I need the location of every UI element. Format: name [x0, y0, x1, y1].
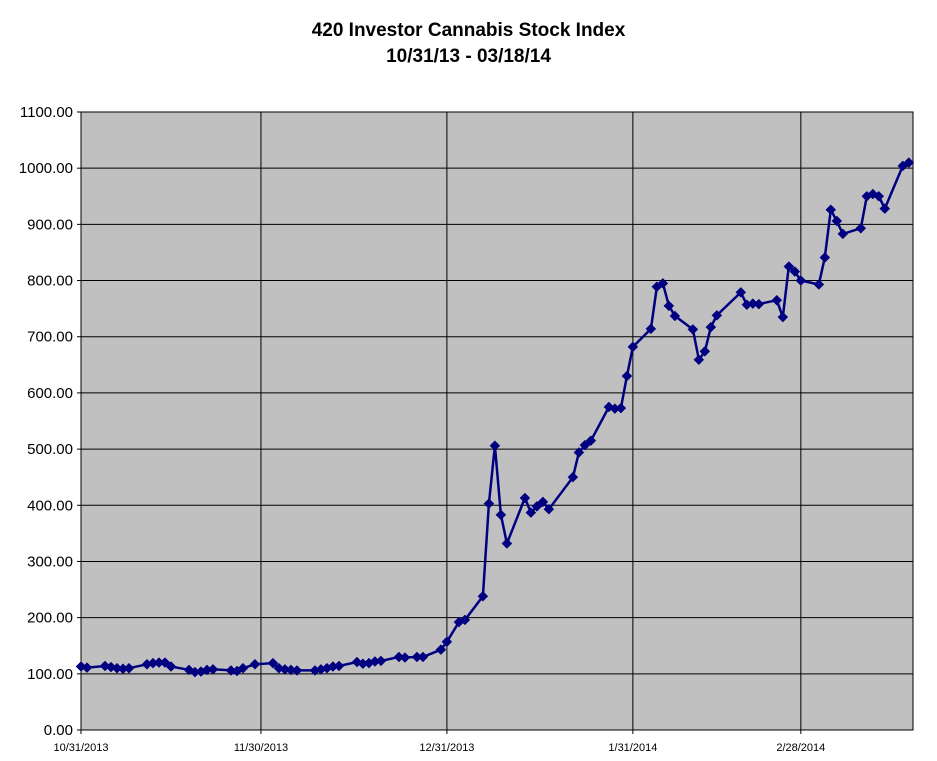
data-point-marker: [459, 614, 471, 626]
data-point-marker: [75, 661, 87, 672]
data-point-marker: [693, 354, 705, 366]
data-point-marker: [291, 665, 303, 676]
data-point-marker: [519, 492, 531, 504]
data-point-marker: [237, 662, 249, 674]
data-point-marker: [873, 190, 885, 202]
data-point-marker: [501, 538, 513, 549]
data-point-marker: [579, 439, 591, 451]
data-point-marker: [711, 310, 723, 321]
y-tick-label: 800.00: [27, 273, 73, 290]
data-point-marker: [789, 266, 801, 277]
data-point-marker: [441, 636, 453, 648]
data-point-marker: [375, 655, 387, 667]
y-tick-label: 400.00: [27, 497, 73, 514]
data-point-marker: [813, 279, 825, 290]
data-point-marker: [165, 661, 177, 672]
data-point-marker: [207, 663, 219, 675]
data-point-marker: [483, 498, 495, 509]
y-tick-label: 1100.00: [20, 104, 73, 121]
data-point-marker: [621, 370, 633, 382]
chart-title: 420 Investor Cannabis Stock Index: [311, 20, 626, 41]
data-point-marker: [525, 507, 537, 518]
y-tick-label: 700.00: [27, 329, 73, 346]
data-point-marker: [615, 402, 627, 414]
x-tick-label: 2/28/2014: [776, 742, 825, 754]
data-point-marker: [267, 657, 279, 669]
chart-subtitle: 10/31/13 - 03/18/14: [386, 46, 551, 67]
y-tick-label: 100.00: [27, 666, 73, 683]
data-point-marker: [627, 341, 639, 353]
data-point-marker: [645, 323, 657, 335]
data-point-marker: [837, 228, 849, 240]
data-point-marker: [735, 286, 747, 298]
y-tick-label: 200.00: [27, 610, 73, 627]
x-tick-label: 12/31/2013: [419, 742, 474, 754]
data-point-marker: [249, 658, 261, 670]
data-point-marker: [159, 657, 171, 668]
y-tick-label: 600.00: [27, 385, 73, 402]
series-markers: [75, 157, 915, 678]
data-point-marker: [567, 471, 579, 483]
x-axis: 10/31/2013 11/30/2013 12/31/2013 1/31/2014 2…: [53, 730, 825, 754]
data-point-marker: [81, 662, 93, 673]
data-point-marker: [819, 252, 831, 263]
data-point-marker: [879, 203, 891, 214]
data-point-marker: [855, 222, 867, 234]
data-point-marker: [417, 651, 429, 663]
data-point-marker: [783, 261, 795, 272]
y-tick-label: 300.00: [27, 553, 73, 570]
data-point-marker: [573, 447, 585, 458]
y-tick-label: 500.00: [27, 441, 73, 458]
y-tick-label: 900.00: [27, 216, 73, 233]
data-point-marker: [489, 440, 501, 452]
data-point-marker: [537, 496, 549, 508]
data-point-marker: [435, 644, 447, 656]
data-point-marker: [603, 401, 615, 413]
data-point-marker: [657, 278, 669, 289]
grid-lines: [81, 111, 913, 730]
data-point-marker: [531, 501, 543, 512]
data-point-marker: [351, 656, 363, 668]
data-point-marker: [99, 660, 111, 672]
data-point-marker: [333, 660, 345, 672]
data-point-marker: [495, 509, 507, 521]
data-point-marker: [903, 157, 915, 168]
data-point-marker: [669, 310, 681, 322]
data-point-marker: [699, 345, 711, 357]
data-point-marker: [585, 435, 597, 447]
data-point-marker: [831, 215, 843, 227]
x-tick-label: 11/30/2013: [234, 742, 288, 754]
data-point-marker: [825, 204, 837, 216]
data-point-marker: [705, 321, 717, 333]
data-point-marker: [777, 311, 789, 323]
plot-area: [80, 111, 914, 731]
x-tick-label: 1/31/2014: [608, 742, 657, 754]
data-point-marker: [795, 275, 807, 286]
data-point-marker: [543, 503, 555, 515]
data-point-marker: [477, 590, 489, 602]
data-point-marker: [663, 300, 675, 312]
data-point-marker: [771, 294, 783, 306]
y-tick-label: 1000.00: [19, 160, 73, 177]
x-tick-label: 10/31/2013: [53, 742, 108, 754]
data-point-marker: [123, 662, 135, 674]
y-tick-label: 0.00: [44, 722, 73, 739]
y-axis: 0.00 100.00 200.00 300.00 400.00 500.00 600.00…: [19, 104, 81, 739]
data-point-marker: [399, 652, 411, 663]
data-point-marker: [687, 324, 699, 335]
data-point-marker: [753, 298, 765, 310]
